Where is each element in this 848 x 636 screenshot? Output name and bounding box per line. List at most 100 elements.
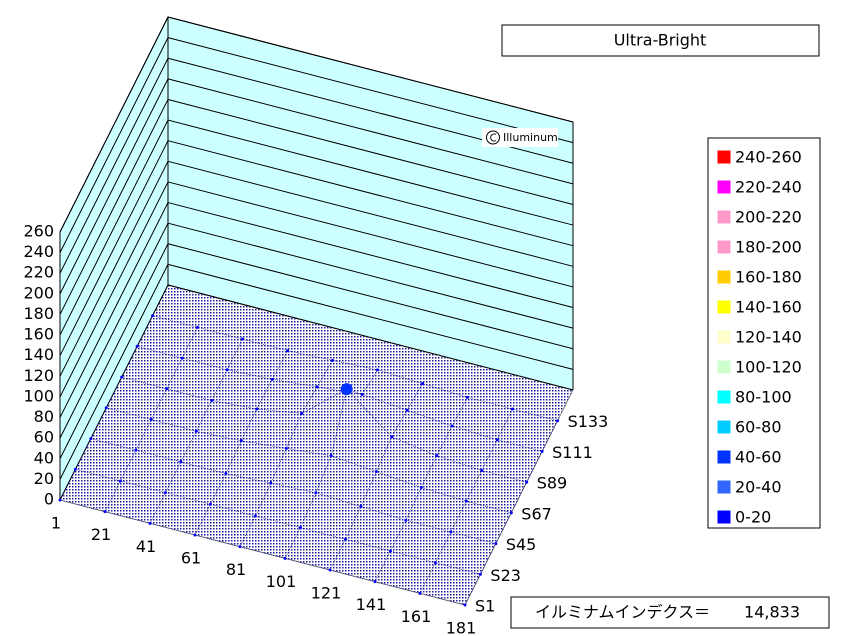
legend-swatch <box>717 390 731 404</box>
x-tick-label: 21 <box>91 525 111 544</box>
surface-point <box>253 514 257 518</box>
surface-point <box>58 498 62 502</box>
surface-point <box>478 572 482 576</box>
grid-line <box>59 57 574 274</box>
surface-point <box>224 472 228 476</box>
legend-label: 220-240 <box>735 178 802 197</box>
grid-line <box>59 181 574 398</box>
legend-swatch <box>717 510 731 524</box>
surface-point <box>120 375 124 379</box>
x-tick-label: 81 <box>226 560 246 579</box>
legend-swatch <box>717 240 731 254</box>
y-tick-label: 160 <box>23 325 54 344</box>
legend-label: 180-200 <box>735 238 802 257</box>
surface-point <box>421 382 425 386</box>
legend-label: 160-180 <box>735 268 802 287</box>
surface-point <box>390 435 394 439</box>
surface-point <box>435 454 439 458</box>
index-box <box>510 596 830 629</box>
surface-point <box>314 491 318 495</box>
series-label: S45 <box>506 535 537 554</box>
surface-point <box>418 591 422 595</box>
surface-point <box>404 518 408 522</box>
legend-label: 120-140 <box>735 328 802 347</box>
surface-point <box>196 325 200 329</box>
surface-point <box>210 398 214 402</box>
y-tick-label: 80 <box>34 407 54 426</box>
watermark: Illuminum <box>482 128 558 147</box>
legend-label: 20-40 <box>735 478 782 497</box>
grid-line <box>59 222 574 439</box>
surface-point <box>331 358 335 362</box>
surface-point <box>464 499 468 503</box>
surface-point <box>241 337 245 341</box>
surface-point <box>148 521 152 525</box>
watermark-text: Illuminum <box>503 131 558 144</box>
title-box <box>501 24 820 57</box>
y-tick-label: 40 <box>34 448 54 467</box>
x-tick-label: 101 <box>266 572 297 591</box>
surface-point <box>238 545 242 549</box>
surface-point <box>494 542 498 546</box>
legend: 240-260 220-240 200-220 180-200 160-180 140-1… <box>717 148 802 527</box>
y-tick-label: 20 <box>34 469 54 488</box>
surface-point <box>509 511 513 515</box>
surface-point <box>480 468 484 472</box>
mesh-line <box>75 468 481 575</box>
surface-point <box>466 395 470 399</box>
series-label: S89 <box>537 474 568 493</box>
legend-label: 0-20 <box>735 508 771 527</box>
y-tick-label: 100 <box>23 386 54 405</box>
x-tick-label: 141 <box>356 595 387 614</box>
series-label: S67 <box>521 504 552 523</box>
y-tick-label: 120 <box>23 366 54 385</box>
y-tick-label: 240 <box>23 242 54 261</box>
grid-line <box>59 119 574 336</box>
legend-label: 80-100 <box>735 388 792 407</box>
y-tick-label: 220 <box>23 263 54 282</box>
surface-point <box>286 349 290 353</box>
mesh-line <box>90 438 496 544</box>
surface-point <box>239 439 243 443</box>
surface-point <box>360 392 364 396</box>
legend-swatch <box>717 180 731 194</box>
series-label: S133 <box>568 412 609 431</box>
surface-point <box>376 368 380 372</box>
surface-point <box>165 387 169 391</box>
y-tick-label: 0 <box>44 490 54 509</box>
x-tick-label: 1 <box>51 514 61 533</box>
surface-point <box>388 549 392 553</box>
surface-point <box>193 533 197 537</box>
grid-line <box>59 263 574 480</box>
surface-point <box>208 502 212 506</box>
grid-line <box>59 78 574 295</box>
surface-point <box>89 437 93 441</box>
surface-point <box>179 460 183 464</box>
legend-label: 140-160 <box>735 298 802 317</box>
surface-point <box>180 356 184 360</box>
legend-swatch <box>717 300 731 314</box>
surface-point <box>405 408 409 412</box>
legend-swatch <box>717 270 731 284</box>
x-tick-label: 161 <box>401 607 432 626</box>
surface-point <box>269 481 273 485</box>
watermark-box <box>482 128 558 147</box>
surface-point <box>255 407 259 411</box>
surface-point <box>525 480 529 484</box>
legend-swatch <box>717 450 731 464</box>
grid-line <box>59 98 574 315</box>
grid-line <box>59 16 574 233</box>
index-value: 14,833 <box>744 603 800 622</box>
legend-swatch <box>717 210 731 224</box>
plot-area: 0204060801001201401601802002202402601214… <box>23 16 609 636</box>
legend-label: 40-60 <box>735 448 782 467</box>
surface-point <box>340 383 353 396</box>
surface-point <box>118 479 122 483</box>
legend-swatch <box>717 420 731 434</box>
surface-point <box>135 344 139 348</box>
surface-point <box>73 467 77 471</box>
mesh-line <box>59 499 466 606</box>
y-tick-label: 200 <box>23 283 54 302</box>
surface-point <box>433 561 437 565</box>
legend-swatch <box>717 330 731 344</box>
